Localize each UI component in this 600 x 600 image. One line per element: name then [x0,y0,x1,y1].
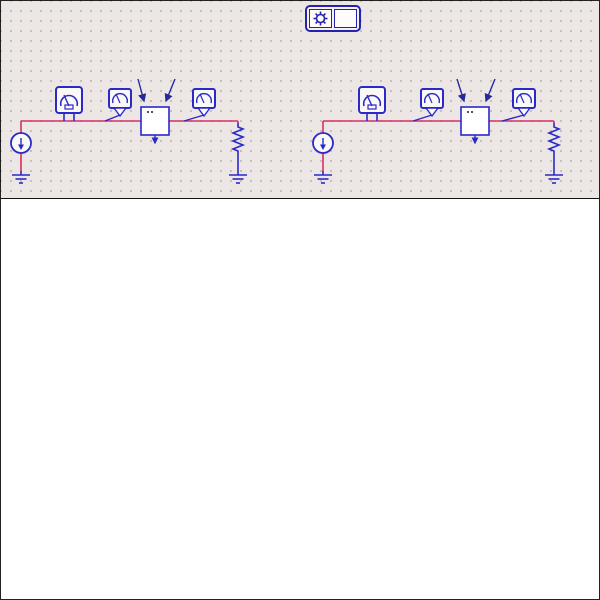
circuit-a[interactable] [10,78,248,184]
plot-mag-v-port1-a[interactable] [1,199,301,399]
snp2-block[interactable] [141,107,169,143]
data-display-area [1,199,599,599]
gear-icon [309,9,332,28]
schematic-canvas[interactable] [1,1,599,199]
snp3-block[interactable] [461,107,489,143]
i-probe-i-port1-a[interactable] [55,86,83,122]
plot-mag-v-port1-b[interactable] [301,399,599,599]
ground-symbol[interactable] [313,170,333,184]
v-probe-v-port1-a[interactable] [108,88,132,117]
port1-arrow [484,78,496,103]
resistor-r1[interactable] [232,122,244,157]
circuit-b[interactable] [312,78,564,184]
v-probe-v-port2-b[interactable] [420,88,444,117]
i-probe-i-port2-b[interactable] [358,86,386,122]
ac-simulation-controller[interactable] [305,5,361,32]
ground-symbol[interactable] [544,170,564,184]
port2-arrow [164,78,176,103]
v-probe-v-port2-a[interactable] [192,88,216,117]
plot-mag-v-port2-a[interactable] [1,399,301,599]
ground-symbol[interactable] [11,170,31,184]
ground-symbol[interactable] [228,170,248,184]
current-source-src3[interactable] [10,132,32,154]
schematic-graphics [10,78,564,184]
current-source-src4[interactable] [312,132,334,154]
port2-arrow [456,78,466,103]
port1-arrow [137,78,147,103]
v-probe-v-port1-b[interactable] [512,88,536,117]
plot-mag-v-port2-b[interactable] [301,199,599,399]
resistor-r3[interactable] [548,122,560,157]
